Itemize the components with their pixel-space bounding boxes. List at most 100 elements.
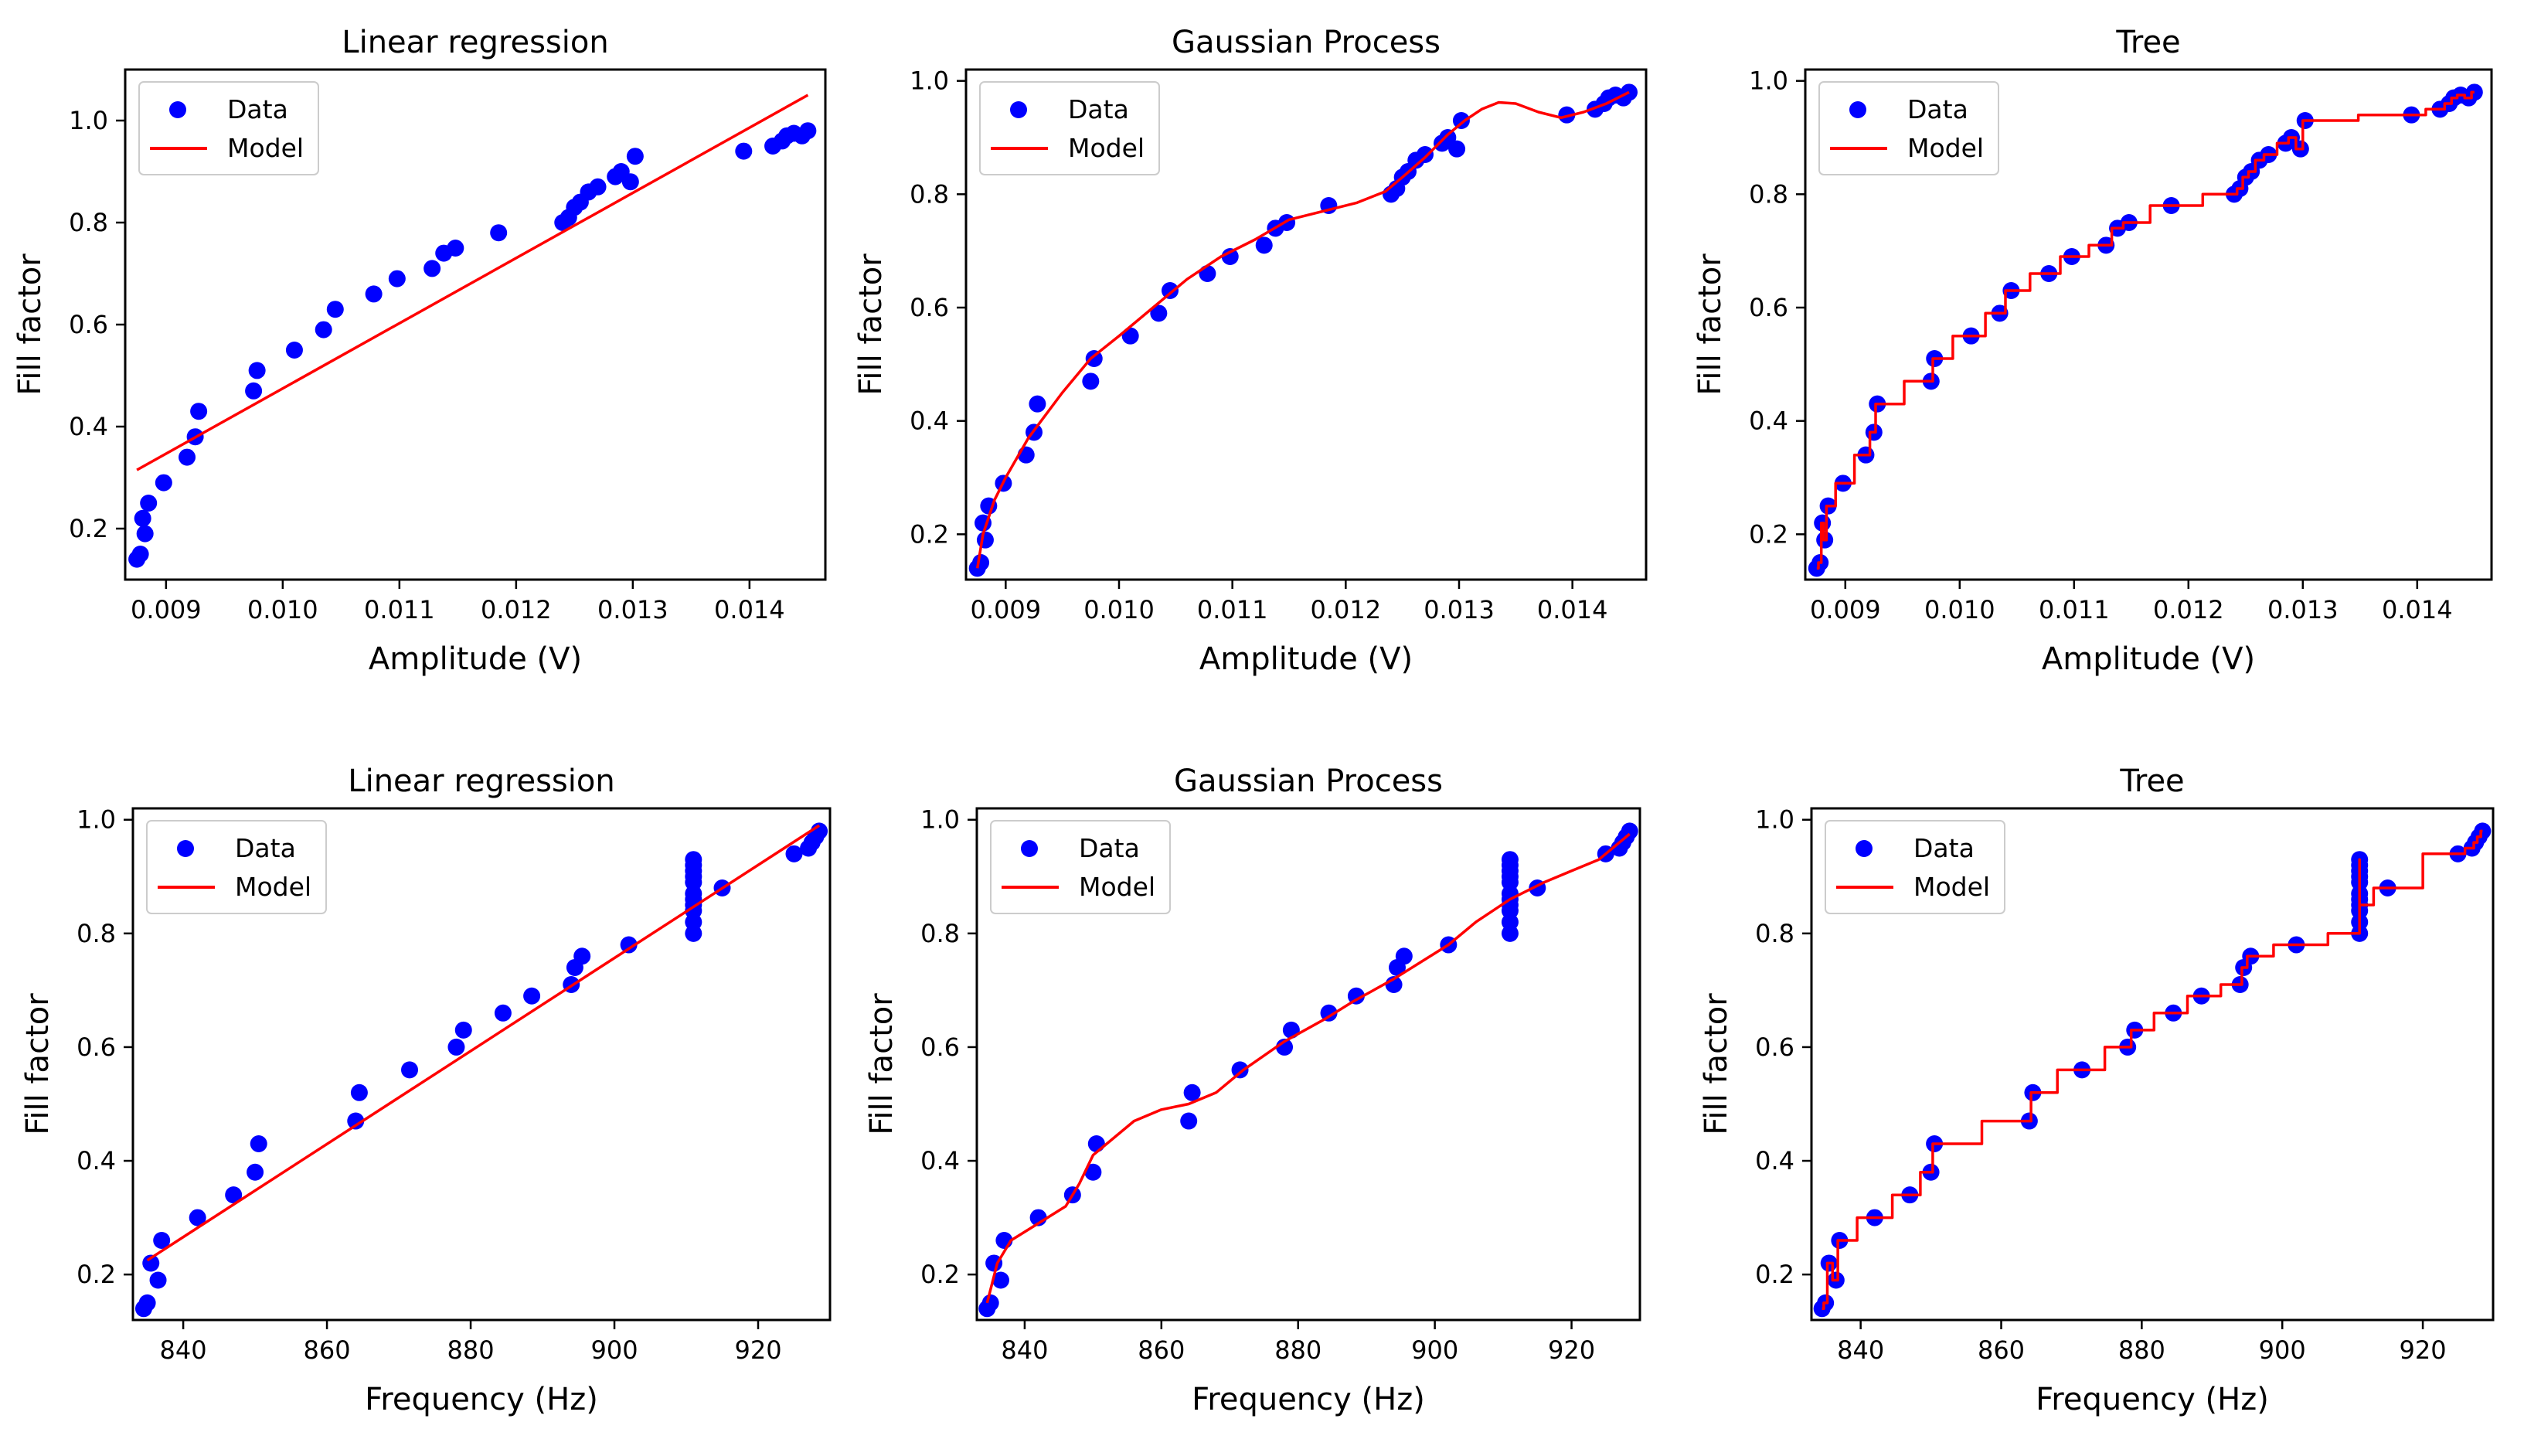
data-series xyxy=(134,822,828,1318)
x-tick-label: 0.009 xyxy=(971,595,1042,624)
legend-model-label: Model xyxy=(1079,872,1155,902)
x-tick-label: 880 xyxy=(2118,1335,2165,1365)
data-point xyxy=(1255,236,1273,254)
x-axis-label: Frequency (Hz) xyxy=(365,1382,598,1417)
legend-model-label: Model xyxy=(1068,133,1145,163)
data-point xyxy=(149,1271,167,1289)
data-series xyxy=(978,822,1638,1318)
y-tick-label: 0.6 xyxy=(1755,1032,1794,1062)
model-line xyxy=(136,94,809,471)
legend: Data Model xyxy=(138,81,319,175)
x-tick-label: 900 xyxy=(1411,1335,1458,1365)
data-point xyxy=(140,495,158,512)
data-point xyxy=(250,1135,267,1152)
data-point xyxy=(992,1271,1009,1289)
y-tick-label: 1.0 xyxy=(1749,66,1788,96)
y-tick-label: 0.8 xyxy=(77,919,116,948)
subplot-1: Linear regression Amplitude (V) Fill facto… xyxy=(12,25,827,677)
data-point xyxy=(1501,851,1519,869)
data-point xyxy=(490,224,508,242)
data-point xyxy=(1282,1021,1300,1039)
x-tick-label: 840 xyxy=(160,1335,207,1365)
legend-model-label: Model xyxy=(235,872,311,902)
x-tick-label: 0.012 xyxy=(2153,595,2224,624)
y-tick-label: 0.8 xyxy=(69,208,108,237)
data-point xyxy=(985,1254,1003,1272)
x-tick-label: 0.009 xyxy=(1810,595,1881,624)
data-point xyxy=(573,947,591,965)
chart-title: Linear regression xyxy=(342,25,608,60)
chart-title: Linear regression xyxy=(348,764,614,799)
chart-title: Gaussian Process xyxy=(1172,25,1441,60)
plot-frame xyxy=(975,807,1641,1322)
data-point xyxy=(620,936,638,954)
x-tick-label: 900 xyxy=(2259,1335,2306,1365)
subplot-6: Tree Frequency (Hz) Fill factor 840 860 880 90… xyxy=(1699,764,2495,1417)
y-tick-label: 0.4 xyxy=(910,407,949,436)
data-point xyxy=(388,270,406,287)
data-point xyxy=(190,403,208,420)
x-tick-label: 840 xyxy=(1001,1335,1048,1365)
x-tick-label: 0.011 xyxy=(1197,595,1268,624)
y-tick-label: 0.8 xyxy=(920,919,960,948)
model-line xyxy=(975,90,1630,569)
y-tick-label: 0.8 xyxy=(1749,179,1788,209)
x-tick-label: 860 xyxy=(1978,1335,2025,1365)
data-point xyxy=(350,1083,368,1101)
y-tick-label: 0.2 xyxy=(77,1260,116,1289)
subplot-5: Gaussian Process Frequency (Hz) Fill facto… xyxy=(864,764,1641,1417)
y-tick-label: 0.2 xyxy=(1749,519,1788,549)
chart-title: Tree xyxy=(2119,764,2184,799)
data-point xyxy=(735,142,753,160)
x-tick-label: 0.013 xyxy=(2267,595,2339,624)
data-point xyxy=(136,525,154,543)
data-point xyxy=(155,474,172,492)
data-point xyxy=(785,845,803,862)
legend-data-marker xyxy=(1021,840,1038,857)
data-point xyxy=(685,851,702,869)
data-point xyxy=(494,1004,512,1022)
y-axis-label: Fill factor xyxy=(853,253,889,396)
subplot-3: Tree Amplitude (V) Fill factor 0.009 0.010 0.… xyxy=(1692,25,2493,677)
data-point xyxy=(1085,350,1103,367)
y-tick-label: 1.0 xyxy=(69,106,108,135)
data-point xyxy=(976,531,994,549)
subplot-2: Gaussian Process Amplitude (V) Fill factor… xyxy=(853,25,1648,677)
x-tick-label: 0.014 xyxy=(2382,595,2453,624)
y-tick-label: 0.2 xyxy=(69,514,108,543)
data-point xyxy=(1087,1135,1105,1152)
data-point xyxy=(1452,112,1470,129)
data-point xyxy=(523,987,541,1005)
data-point xyxy=(447,240,464,257)
data-point xyxy=(1150,304,1168,322)
x-axis-label: Amplitude (V) xyxy=(1199,641,1413,677)
x-tick-label: 0.011 xyxy=(364,595,435,624)
data-point xyxy=(1082,373,1100,390)
chart-title: Gaussian Process xyxy=(1174,764,1443,799)
data-point xyxy=(1448,140,1466,158)
data-point xyxy=(138,1294,156,1311)
plot-frame xyxy=(1810,807,2495,1322)
x-tick-label: 0.011 xyxy=(2039,595,2110,624)
x-tick-label: 0.009 xyxy=(131,595,202,624)
y-axis-label: Fill factor xyxy=(12,253,48,396)
x-tick-label: 0.014 xyxy=(714,595,785,624)
data-point xyxy=(326,301,344,318)
x-tick-label: 880 xyxy=(1274,1335,1322,1365)
data-point xyxy=(811,822,828,840)
x-axis-label: Frequency (Hz) xyxy=(2036,1382,2269,1417)
legend-data-label: Data xyxy=(1068,94,1129,124)
data-point xyxy=(131,546,149,563)
y-tick-label: 0.4 xyxy=(1749,407,1788,436)
plot-frame xyxy=(1804,68,2493,581)
plot-frame xyxy=(964,68,1648,581)
legend-data-label: Data xyxy=(235,833,296,863)
x-tick-label: 0.010 xyxy=(1924,595,1995,624)
data-point xyxy=(142,1254,160,1272)
y-tick-label: 1.0 xyxy=(910,66,949,96)
x-tick-label: 0.012 xyxy=(481,595,552,624)
y-tick-label: 0.8 xyxy=(910,179,949,209)
x-tick-label: 920 xyxy=(1548,1335,1595,1365)
x-tick-label: 920 xyxy=(2400,1335,2447,1365)
x-tick-label: 0.010 xyxy=(247,595,318,624)
